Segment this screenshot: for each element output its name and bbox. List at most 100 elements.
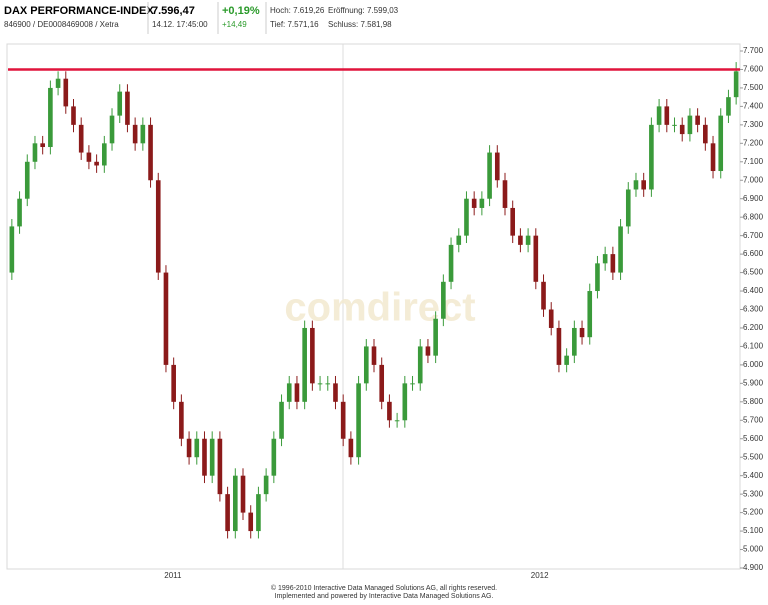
y-tick-label: 7.400 [743, 102, 764, 111]
candle-body [726, 97, 731, 116]
candle-body [232, 475, 238, 532]
y-tick-label: 6.200 [743, 323, 764, 332]
y-tick-label: 7.100 [743, 157, 764, 166]
candle-body [256, 494, 261, 532]
candle-body [656, 106, 662, 125]
candle-body [286, 383, 292, 402]
candle-body [310, 327, 315, 384]
candle-body [78, 124, 84, 153]
candle-body [487, 152, 492, 199]
candle-body [610, 254, 616, 273]
candle-body [9, 226, 15, 273]
candle-body [279, 401, 284, 439]
candle-body [479, 198, 485, 208]
open: Eröffnung: 7.599,03 [328, 6, 399, 15]
y-tick-label: 5.800 [743, 397, 764, 406]
candle-body [595, 263, 600, 292]
candle-body [263, 475, 269, 495]
candle-body [679, 124, 685, 135]
candle-body [302, 327, 307, 402]
candle-body [564, 355, 569, 365]
candle-body [294, 383, 300, 402]
price: 7.596,47 [152, 5, 195, 17]
candle-body [579, 327, 585, 338]
candle-body [494, 152, 500, 181]
y-tick-label: 7.200 [743, 138, 764, 147]
candle-body [217, 438, 223, 495]
change-abs: +14,49 [222, 20, 247, 29]
candle-body [641, 180, 646, 190]
candle-body [140, 124, 146, 144]
y-tick-label: 5.400 [743, 471, 764, 480]
y-tick-label: 6.600 [743, 249, 764, 258]
candle-body [271, 438, 277, 476]
close: Schluss: 7.581,98 [328, 20, 392, 29]
plot: 4.900 5.000 5.100 5.200 5.300 5.400 5.500 5.600… [8, 46, 764, 580]
candle-body [356, 383, 361, 458]
y-tick-label: 6.900 [743, 194, 764, 203]
y-tick-label: 5.900 [743, 378, 764, 387]
candle-body [24, 161, 30, 199]
candle-body [32, 143, 38, 162]
candle-body [618, 226, 623, 273]
candle-body [125, 91, 130, 125]
time: 14.12. 17:45:00 [152, 20, 208, 29]
candle-body [448, 244, 454, 282]
candle-body [518, 235, 523, 245]
y-tick-label: 7.600 [743, 65, 764, 74]
candle-body [94, 161, 99, 166]
x-tick-label: 2012 [531, 571, 549, 580]
index-name: DAX PERFORMANCE-INDEX [4, 5, 154, 17]
candle-body [71, 106, 76, 125]
candle-body [394, 420, 400, 422]
candle-body [718, 115, 724, 172]
candle-body [602, 254, 608, 264]
candle-body [649, 124, 654, 190]
candle-body [171, 364, 176, 402]
y-tick-label: 5.100 [743, 526, 764, 535]
y-tick-label: 7.700 [743, 46, 764, 55]
footer-line: © 1996-2010 Interactive Data Managed Sol… [271, 584, 497, 592]
y-tick-label: 5.700 [743, 415, 764, 424]
footer-line: Implemented and powered by Interactive D… [275, 593, 494, 600]
candle-body [333, 383, 338, 402]
y-tick-label: 6.800 [743, 212, 764, 221]
candle-body [209, 438, 215, 476]
low: Tief: 7.571,16 [270, 20, 319, 29]
y-tick-label: 6.000 [743, 360, 764, 369]
y-tick-label: 6.700 [743, 231, 764, 240]
candle-body [48, 87, 53, 148]
candle-body [417, 346, 423, 384]
watermark: comdirect [284, 286, 475, 330]
candle-body [587, 291, 593, 338]
candle-body [163, 272, 169, 365]
candle-body [325, 383, 331, 385]
candle-body [179, 401, 184, 439]
candle-body [664, 106, 670, 125]
candle-body [340, 401, 346, 439]
candle-body [556, 327, 562, 365]
candle-body [86, 152, 92, 162]
candle-body [240, 475, 246, 513]
candle-body [502, 180, 508, 208]
candle-body [117, 91, 123, 116]
high: Hoch: 7.619,26 [270, 6, 325, 15]
candle-body [710, 143, 716, 172]
change-pct: +0,19% [222, 5, 260, 17]
plot-frame [6, 43, 741, 570]
candle-body [464, 198, 469, 236]
y-tick-label: 5.500 [743, 452, 764, 461]
candle-body [548, 309, 554, 328]
candle-body [363, 346, 369, 384]
y-tick-label: 5.600 [743, 434, 764, 443]
candle-body [541, 281, 546, 310]
candle-body [371, 346, 377, 365]
candle-body [17, 198, 22, 227]
header: DAX PERFORMANCE-INDEX 846900 / DE0008469… [4, 2, 399, 34]
candle-body [194, 438, 200, 458]
candle-body [387, 401, 392, 421]
candle-body [625, 189, 631, 227]
candle-body [55, 78, 61, 88]
candle-body [433, 318, 438, 356]
